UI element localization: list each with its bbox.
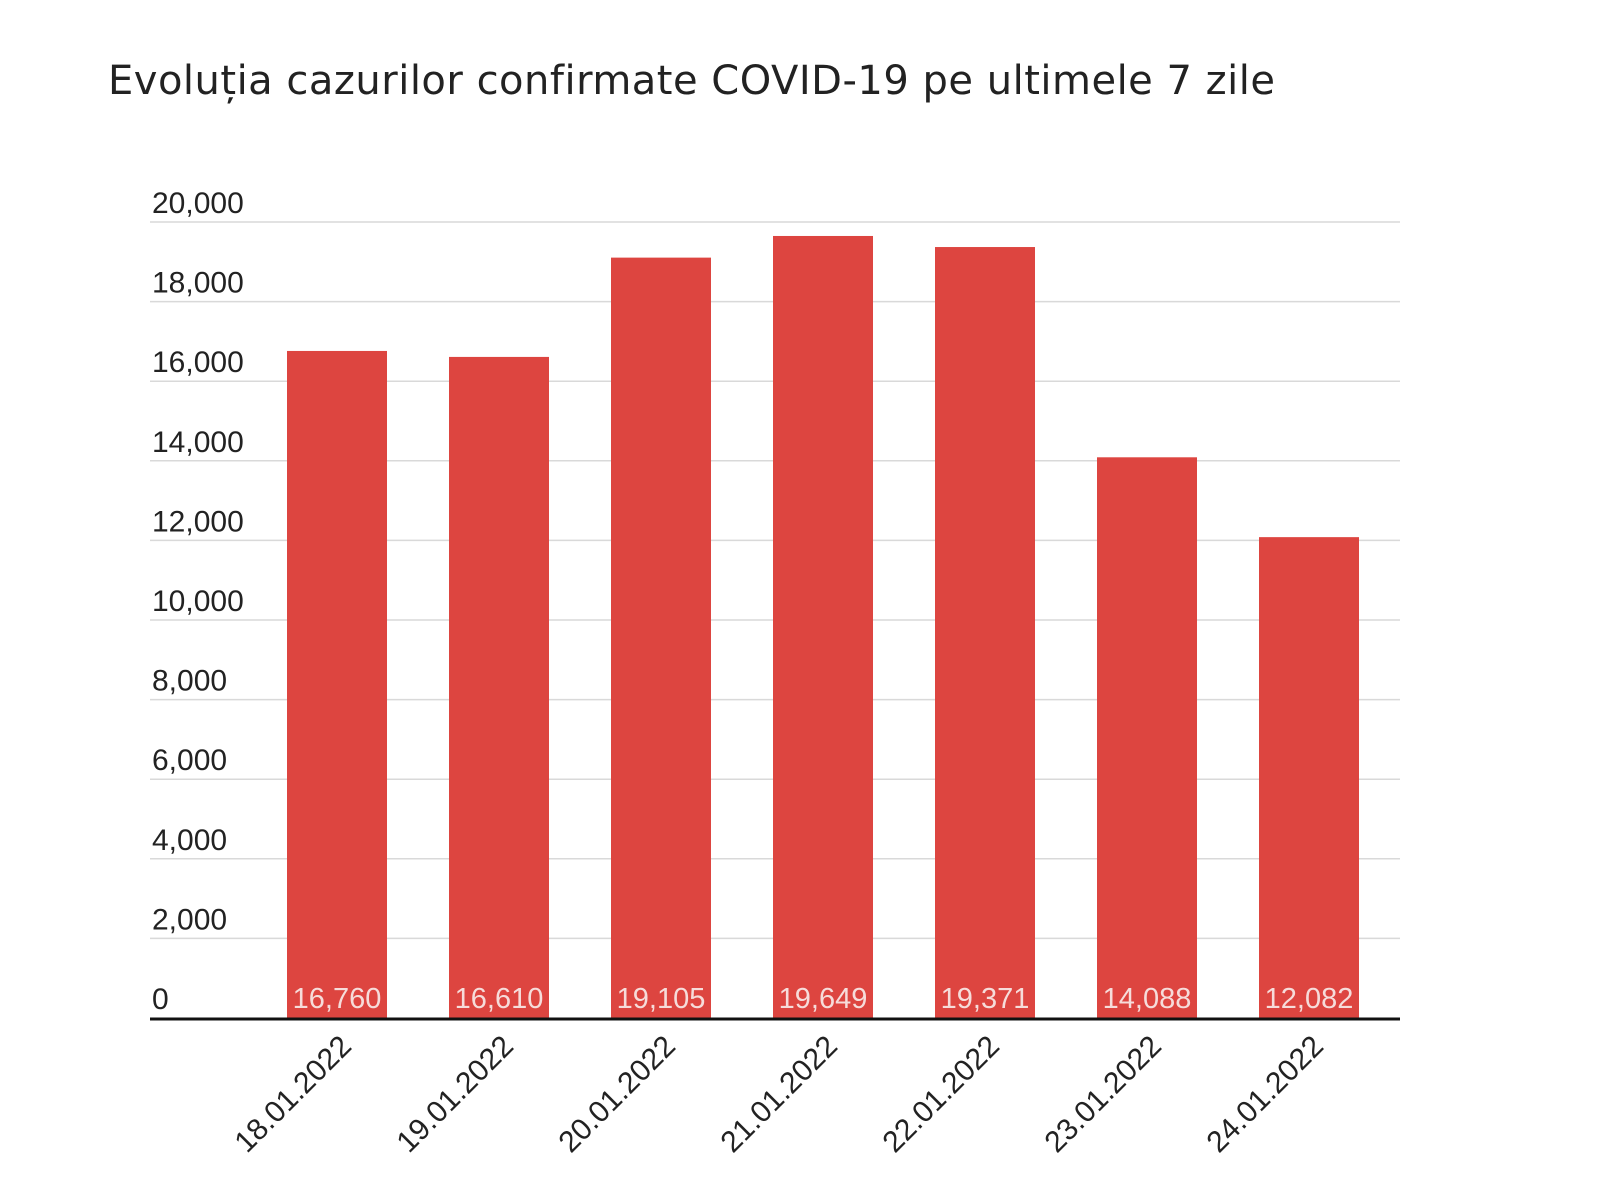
x-tick-label: 20.01.2022 xyxy=(552,1030,682,1160)
bar xyxy=(1097,457,1197,1018)
y-tick-label: 2,000 xyxy=(152,903,227,936)
x-tick-label: 19.01.2022 xyxy=(390,1030,520,1160)
y-tick-label: 16,000 xyxy=(152,346,244,379)
bar xyxy=(773,235,873,1019)
bar-value-label: 16,760 xyxy=(293,983,382,1015)
bar-value-label: 14,088 xyxy=(1103,983,1192,1015)
y-tick-label: 20,000 xyxy=(152,187,244,220)
x-axis-ticks: 18.01.2022 19.01.2022 20.01.2022 21.01.2022… xyxy=(228,1030,1330,1160)
y-tick-label: 4,000 xyxy=(152,824,227,857)
x-tick-label: 18.01.2022 xyxy=(228,1030,358,1160)
y-tick-label: 8,000 xyxy=(152,665,227,698)
bar-value-labels: 16,760 16,610 19,105 19,649 19,371 14,088 12,0… xyxy=(293,983,1354,1015)
y-tick-label: 14,000 xyxy=(152,426,244,459)
bar-value-label: 19,649 xyxy=(779,983,868,1015)
bar xyxy=(449,356,549,1018)
y-tick-label: 6,000 xyxy=(152,744,227,777)
bar xyxy=(935,247,1035,1019)
y-tick-label: 0 xyxy=(152,983,169,1016)
y-axis-ticks: 0 2,000 4,000 6,000 8,000 10,000 12,000 14,000 1… xyxy=(152,187,244,1016)
bar-value-label: 19,105 xyxy=(617,983,706,1015)
x-tick-label: 24.01.2022 xyxy=(1200,1030,1330,1160)
y-tick-label: 18,000 xyxy=(152,267,244,300)
bars xyxy=(287,235,1359,1019)
bar xyxy=(611,257,711,1019)
bar-value-label: 16,610 xyxy=(455,983,544,1015)
bar xyxy=(1259,537,1359,1018)
bar-value-label: 12,082 xyxy=(1265,983,1354,1015)
chart-title: Evoluția cazurilor confirmate COVID-19 p… xyxy=(108,58,1276,104)
x-tick-label: 22.01.2022 xyxy=(876,1030,1006,1160)
x-tick-label: 23.01.2022 xyxy=(1038,1030,1168,1160)
bar xyxy=(287,350,387,1018)
bar-value-label: 19,371 xyxy=(941,983,1030,1015)
y-tick-label: 10,000 xyxy=(152,585,244,618)
y-tick-label: 12,000 xyxy=(152,505,244,538)
x-tick-label: 21.01.2022 xyxy=(714,1030,844,1160)
